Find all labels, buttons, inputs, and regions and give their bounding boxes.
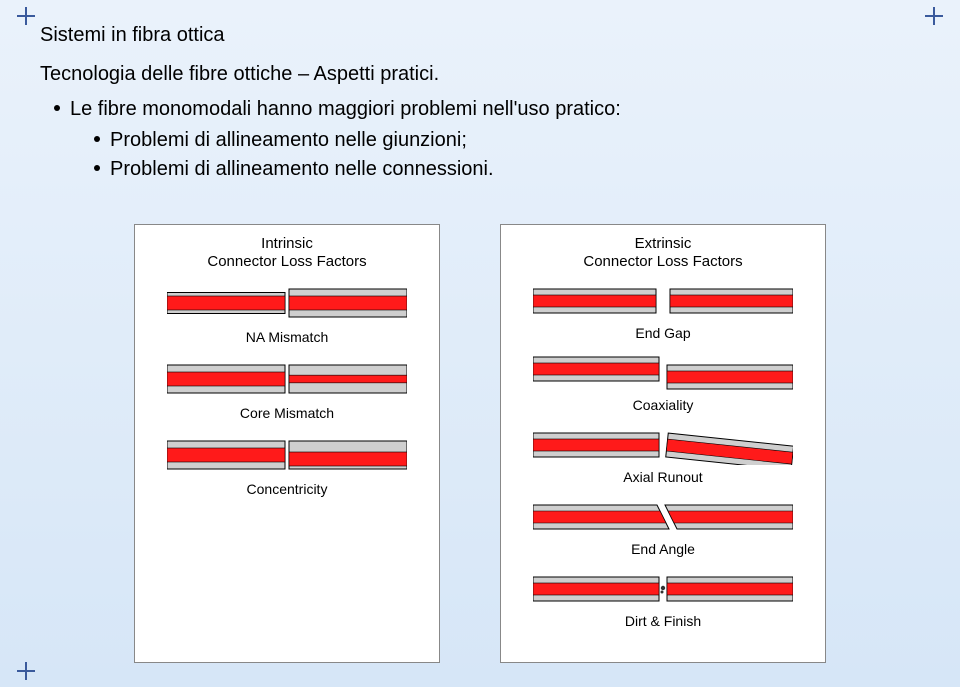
corner-mark-bl (16, 661, 36, 681)
bullet-sub-2: Problemi di allineamento nelle connessio… (94, 158, 920, 181)
bullet-dot-icon (94, 136, 100, 142)
diagram-end_angle: End Angle (533, 497, 793, 557)
panel-intrinsic-title: Intrinsic Connector Loss Factors (207, 235, 366, 271)
diagram-concentricity: Concentricity (167, 433, 407, 497)
diagram-label: NA Mismatch (246, 329, 328, 345)
diagram-dirt_finish: Dirt & Finish (533, 569, 793, 629)
corner-mark-tl (16, 6, 36, 26)
diagram-axial_runout: Axial Runout (533, 425, 793, 485)
page-title: Sistemi in fibra ottica (40, 24, 920, 47)
diagram-end_gap: End Gap (533, 281, 793, 341)
bullet-dot-icon (94, 165, 100, 171)
bullet-main: Le fibre monomodali hanno maggiori probl… (54, 98, 920, 121)
diagram-core_mismatch: Core Mismatch (167, 357, 407, 421)
panel-intrinsic: Intrinsic Connector Loss Factors NA Mism… (134, 224, 440, 663)
diagram-label: Dirt & Finish (625, 613, 701, 629)
bullets: Le fibre monomodali hanno maggiori probl… (40, 98, 920, 181)
panel-extrinsic-title: Extrinsic Connector Loss Factors (583, 235, 742, 271)
figures: Intrinsic Connector Loss Factors NA Mism… (40, 224, 920, 663)
bullet-sub-1: Problemi di allineamento nelle giunzioni… (94, 129, 920, 152)
slide: Sistemi in fibra ottica Tecnologia delle… (40, 24, 920, 663)
diagram-label: Axial Runout (623, 469, 702, 485)
bullet-dot-icon (54, 105, 60, 111)
diagram-label: Coaxiality (633, 397, 694, 413)
diagram-label: End Angle (631, 541, 695, 557)
diagram-label: End Gap (635, 325, 690, 341)
corner-mark-tr (924, 6, 944, 26)
diagram-na_mismatch: NA Mismatch (167, 281, 407, 345)
panel-extrinsic: Extrinsic Connector Loss Factors End Gap… (500, 224, 826, 663)
diagram-label: Core Mismatch (240, 405, 334, 421)
page-subtitle: Tecnologia delle fibre ottiche – Aspetti… (40, 63, 920, 86)
diagram-coaxiality: Coaxiality (533, 353, 793, 413)
diagram-label: Concentricity (247, 481, 328, 497)
